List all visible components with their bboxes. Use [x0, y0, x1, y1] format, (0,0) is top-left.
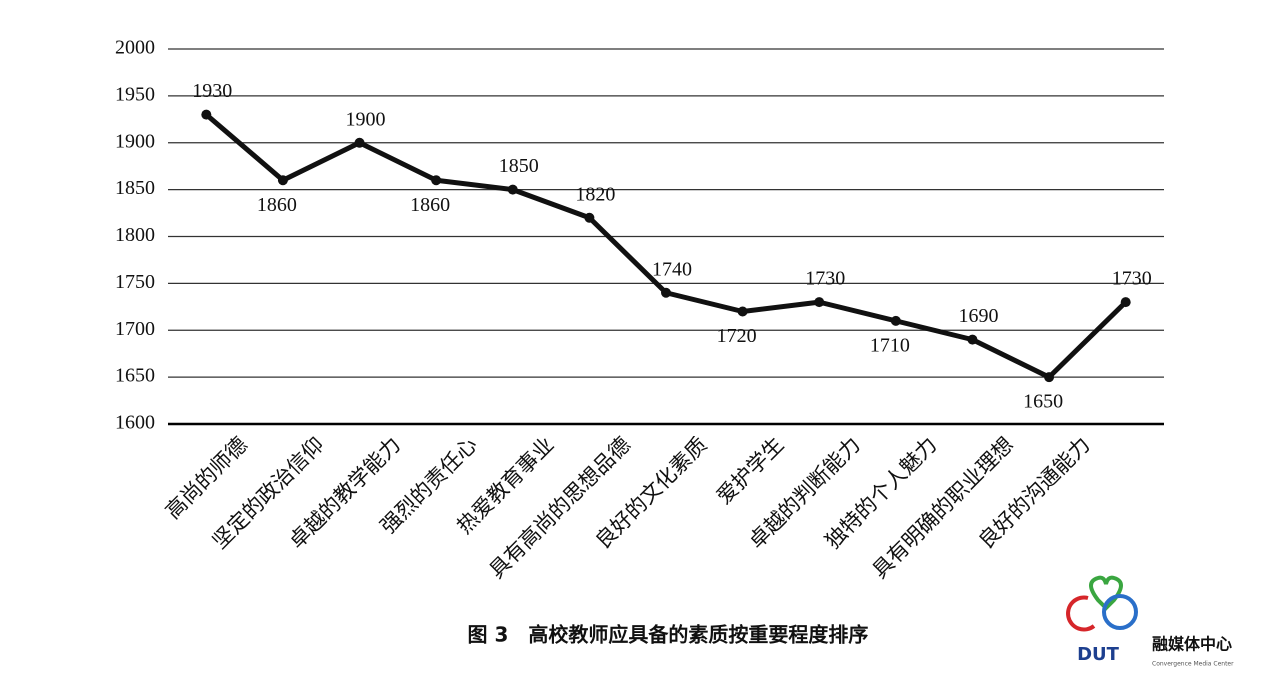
point	[814, 297, 825, 308]
point	[737, 306, 748, 317]
data-label: 1730	[1112, 268, 1152, 290]
y-tick-label: 1950	[115, 83, 155, 105]
point	[507, 184, 518, 195]
logo-ring	[1102, 594, 1138, 630]
data-label: 1710	[870, 334, 910, 356]
point	[431, 175, 442, 186]
point	[1044, 372, 1055, 383]
data-label: 1650	[1023, 391, 1063, 413]
y-tick-label: 1850	[115, 177, 155, 199]
point	[354, 137, 365, 148]
data-label: 1860	[410, 194, 450, 216]
x-tick-label: 爱护学生	[712, 432, 788, 508]
y-tick-label: 1750	[115, 271, 155, 293]
point	[661, 287, 671, 298]
logo-name: 融媒体中心	[1152, 635, 1232, 654]
y-tick-label: 1700	[115, 318, 155, 340]
y-tick-label: 1900	[115, 130, 155, 152]
y-tick-label: 2000	[115, 37, 155, 59]
x-tick-label: 具有明确的职业理想	[868, 432, 1019, 583]
point	[201, 109, 212, 120]
y-tick-label: 1650	[115, 365, 155, 387]
data-label: 1740	[652, 258, 692, 280]
chart-caption: 图 3 高校教师应具备的素质按重要程度排序	[468, 623, 869, 647]
point	[1120, 297, 1131, 308]
data-label: 1730	[805, 268, 845, 290]
logo: DUT 融媒体中心 Convergence Media Center	[1066, 575, 1234, 668]
data-label: 1900	[346, 108, 386, 130]
line	[204, 112, 1128, 380]
data-label: 1860	[257, 194, 297, 216]
data-label: 1690	[958, 305, 998, 327]
point	[277, 175, 288, 186]
y-tick-label: 1600	[115, 412, 155, 434]
point	[890, 315, 901, 326]
data-label: 1820	[575, 183, 615, 205]
data-label: 1850	[499, 155, 539, 177]
x-tick-label: 具有高尚的思想品德	[485, 432, 636, 583]
point	[967, 334, 978, 345]
logo-mark: DUT	[1077, 644, 1120, 665]
logo-subtitle: Convergence Media Center	[1152, 661, 1234, 668]
y-tick-label: 1800	[115, 224, 155, 246]
logo-heart	[1089, 575, 1123, 611]
data-label: 1930	[192, 80, 232, 102]
point	[584, 212, 595, 223]
logo-arc	[1066, 595, 1096, 632]
data-label: 1720	[717, 325, 757, 347]
